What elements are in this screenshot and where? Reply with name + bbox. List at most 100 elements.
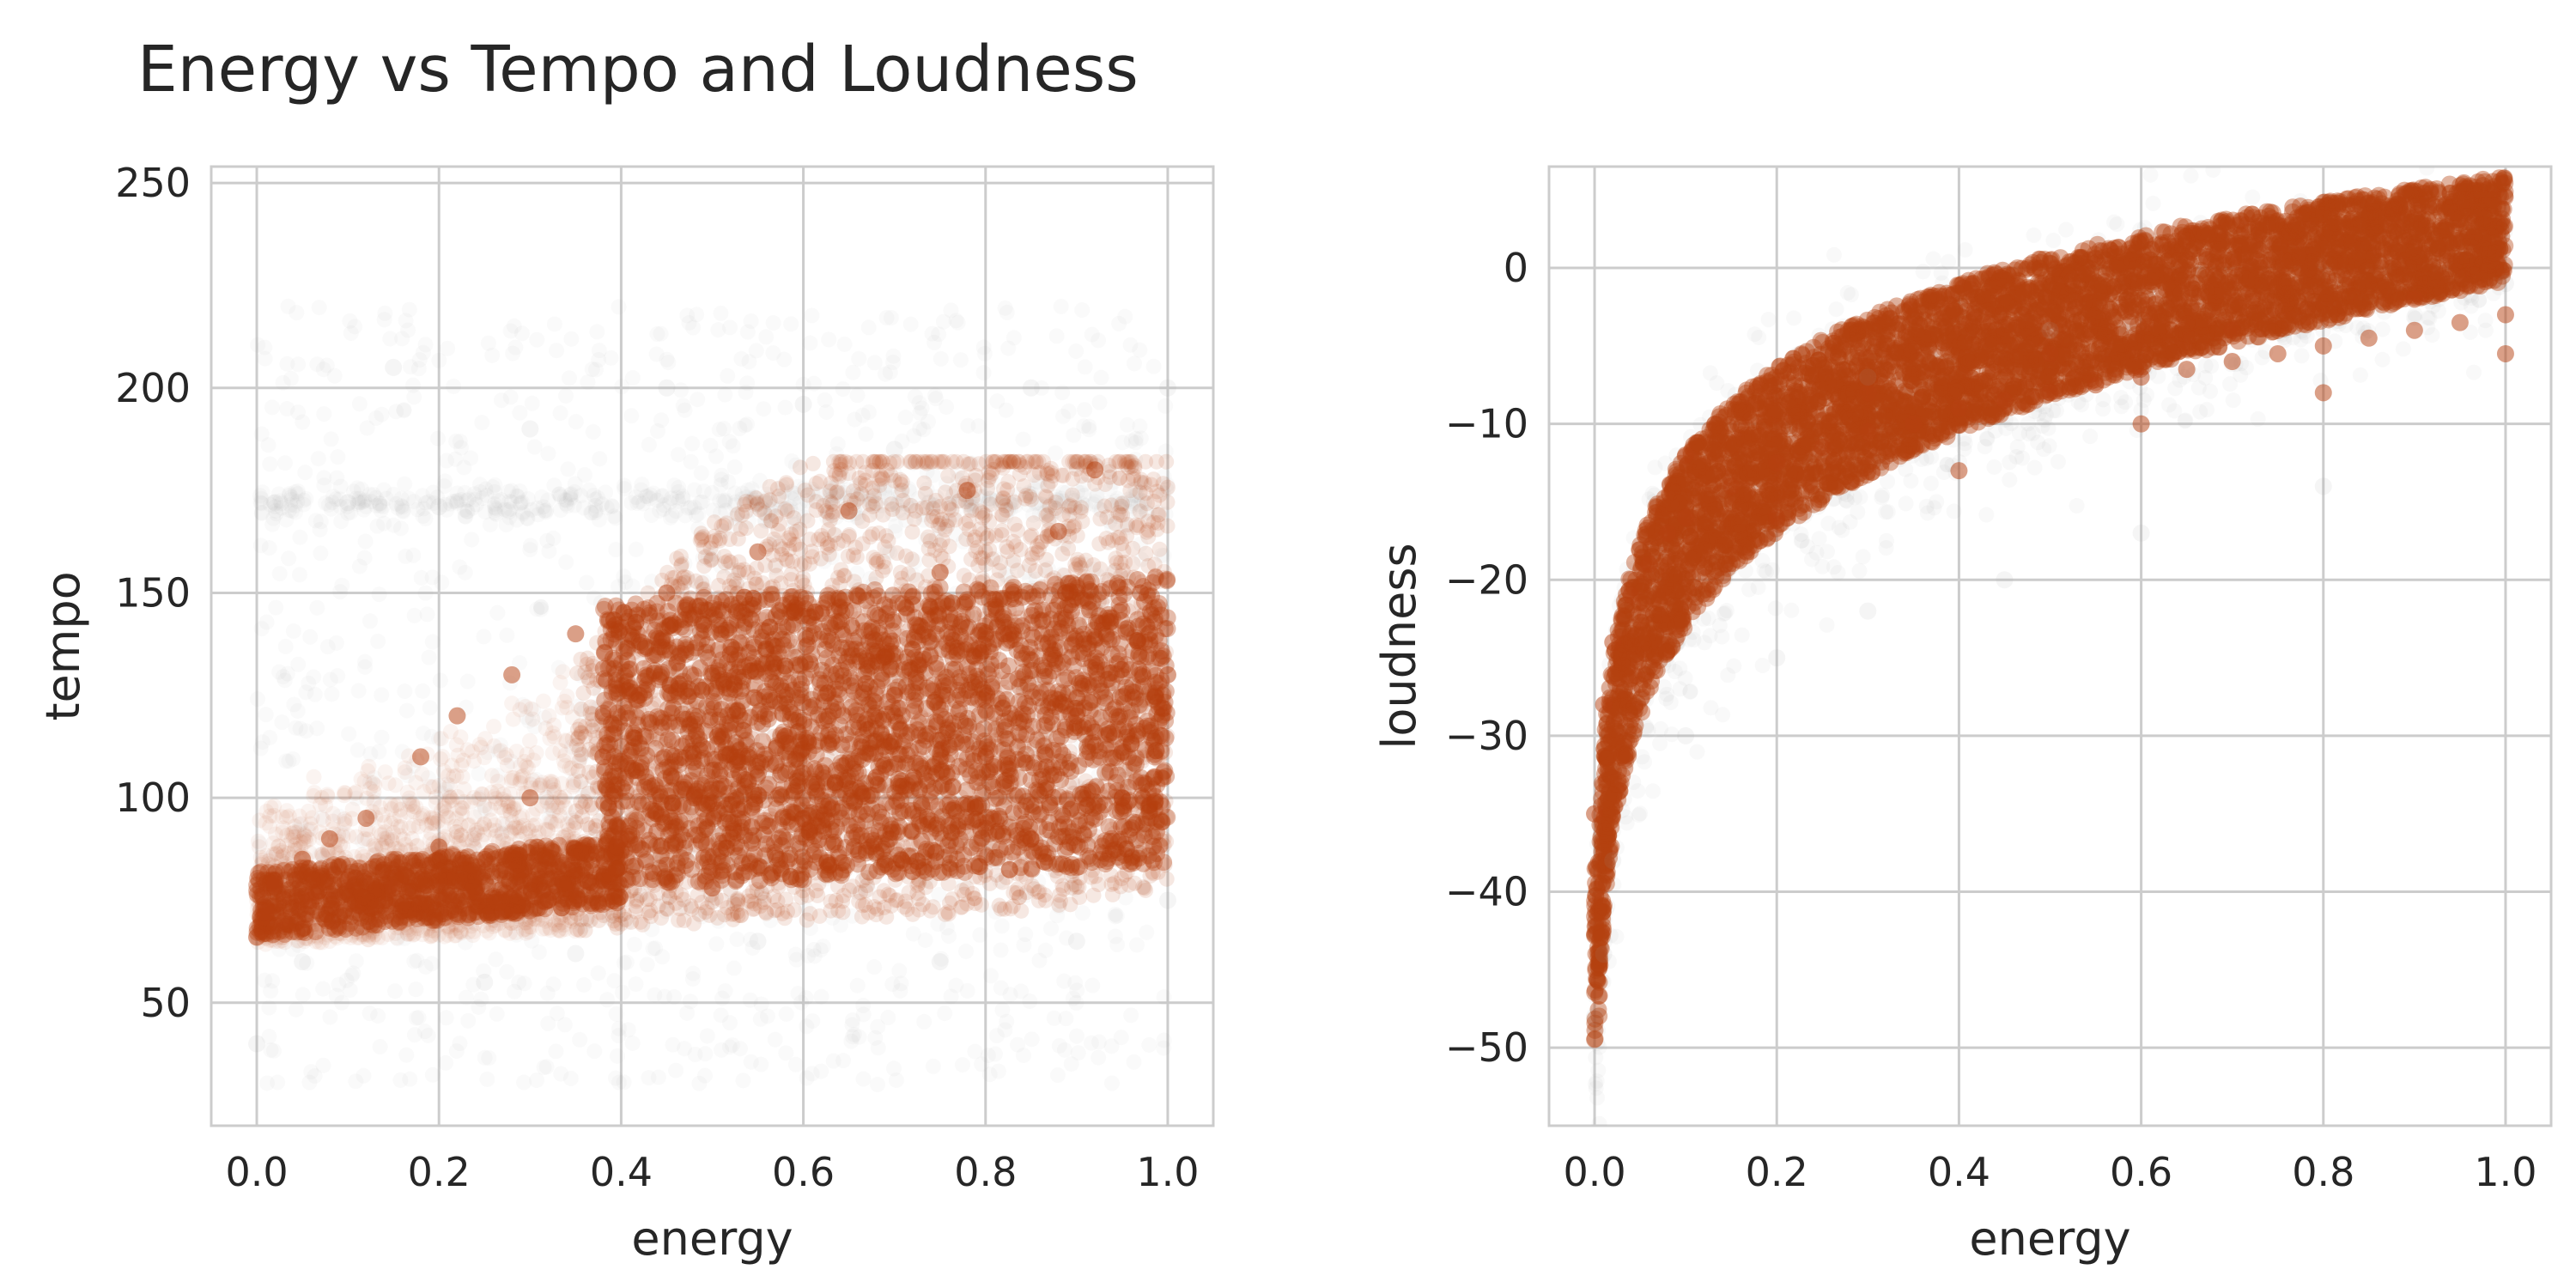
background-point — [767, 1031, 783, 1048]
background-point — [271, 566, 288, 582]
background-point — [420, 769, 436, 786]
background-point — [298, 490, 314, 507]
background-point — [1122, 498, 1139, 514]
background-point — [617, 574, 634, 591]
background-point — [867, 496, 884, 513]
background-point — [373, 502, 389, 519]
background-point — [860, 881, 877, 897]
background-point — [268, 599, 284, 616]
background-point — [540, 446, 556, 462]
background-point — [264, 399, 280, 416]
background-point — [409, 952, 425, 969]
density-point — [541, 708, 557, 724]
background-point — [522, 538, 538, 554]
background-point — [257, 350, 273, 367]
background-point — [867, 1030, 884, 1046]
density-point — [250, 833, 266, 849]
background-point — [560, 461, 576, 477]
background-point — [849, 977, 866, 993]
background-point — [877, 366, 893, 382]
background-point — [290, 356, 307, 373]
background-point — [981, 835, 998, 852]
background-point — [1126, 697, 1142, 714]
background-point — [508, 488, 525, 504]
background-point — [278, 753, 295, 769]
density-point — [993, 526, 1010, 543]
background-point — [1102, 513, 1118, 530]
background-point — [887, 673, 903, 690]
background-point — [1107, 908, 1123, 925]
background-point — [624, 866, 641, 882]
background-point — [1081, 422, 1097, 438]
background-point — [362, 613, 379, 629]
background-point — [714, 467, 730, 483]
background-point — [290, 656, 307, 672]
background-point — [549, 343, 565, 359]
density-point — [1030, 453, 1047, 470]
density-point — [802, 906, 818, 922]
background-point — [1132, 342, 1148, 358]
background-point — [424, 1066, 440, 1083]
background-point — [315, 981, 331, 997]
background-point — [884, 976, 901, 993]
background-point — [813, 703, 829, 720]
background-point — [343, 968, 360, 984]
background-point — [1074, 302, 1091, 319]
background-point — [647, 940, 664, 957]
background-point — [400, 490, 416, 507]
background-point — [488, 500, 504, 516]
background-point — [720, 474, 737, 490]
background-point — [804, 307, 820, 324]
background-point — [489, 1005, 505, 1022]
background-point — [1074, 495, 1091, 512]
background-point — [438, 453, 454, 469]
background-point — [787, 833, 803, 849]
background-point — [752, 472, 769, 489]
background-point — [758, 329, 775, 345]
background-point — [486, 499, 502, 515]
background-point — [624, 1035, 641, 1051]
background-point — [325, 489, 341, 505]
background-point — [686, 482, 702, 498]
background-point — [398, 702, 415, 719]
background-point — [972, 927, 988, 943]
plot-frame — [210, 165, 1215, 1127]
background-point — [1156, 1040, 1172, 1056]
background-point — [593, 496, 610, 513]
background-point — [503, 483, 519, 499]
background-point — [668, 1062, 684, 1078]
background-point — [855, 499, 872, 515]
background-point — [281, 550, 297, 567]
background-point — [512, 495, 528, 512]
background-point — [295, 987, 311, 1003]
background-point — [1126, 355, 1142, 372]
background-point — [1048, 328, 1065, 344]
background-point — [958, 943, 975, 959]
background-point — [680, 573, 696, 589]
background-point — [370, 1008, 386, 1024]
background-point — [289, 702, 306, 719]
density-point — [1024, 491, 1040, 507]
background-point — [608, 542, 624, 558]
background-point — [802, 335, 818, 351]
background-point — [310, 451, 326, 467]
background-point — [898, 495, 914, 512]
background-point — [1125, 495, 1141, 512]
background-point — [1145, 358, 1162, 374]
background-point — [776, 351, 793, 368]
background-point — [270, 1074, 286, 1091]
background-point — [840, 766, 856, 782]
background-point — [307, 686, 323, 702]
background-point — [1136, 879, 1152, 896]
background-point — [963, 713, 979, 729]
background-point — [330, 668, 346, 684]
background-point — [374, 729, 390, 745]
background-point — [1068, 343, 1084, 359]
background-point — [546, 477, 562, 494]
background-point — [460, 1012, 477, 1029]
density-point — [1021, 557, 1037, 574]
background-point — [668, 503, 684, 519]
density-point — [707, 514, 723, 531]
background-point — [699, 1028, 715, 1044]
